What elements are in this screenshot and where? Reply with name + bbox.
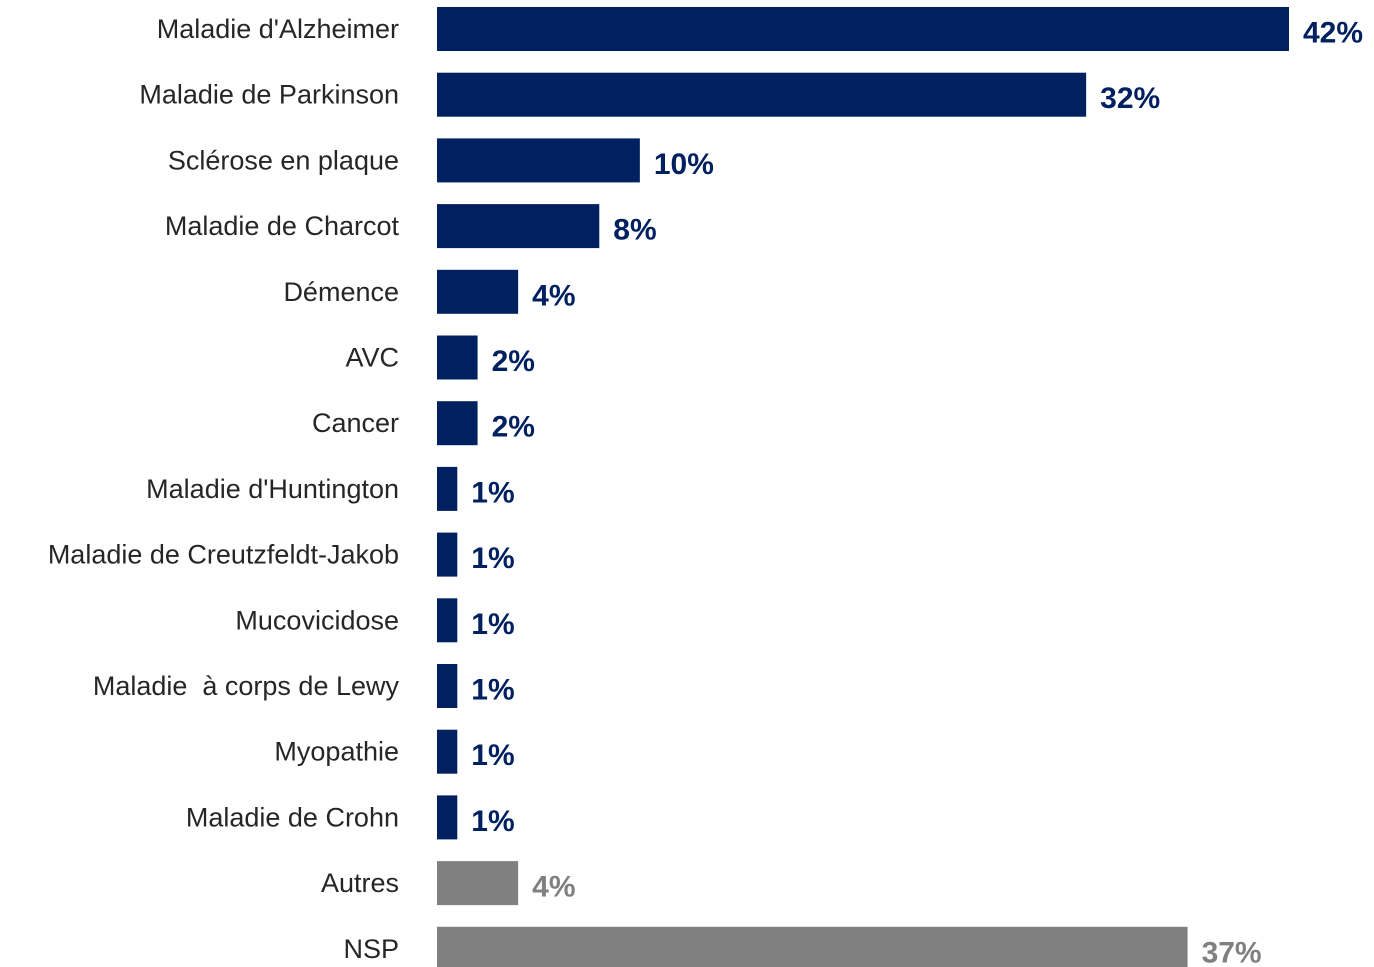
bar	[437, 664, 458, 708]
bar	[437, 598, 458, 643]
value-label: 10%	[654, 148, 714, 181]
value-labels: 42% 32% 10% 8% 4% 2% 2% 1% 1% 1% 1% 1% 1% 4% 37%	[471, 17, 1363, 967]
value-label: 1%	[471, 476, 514, 509]
bar	[437, 729, 458, 774]
category-labels: Maladie d'Alzheimer Maladie de Parkinson S…	[48, 14, 400, 964]
bars-layer	[437, 7, 1289, 967]
category-label: Myopathie	[274, 737, 399, 767]
category-label: Autres	[321, 868, 399, 898]
bar	[437, 204, 600, 249]
category-label: Maladie de Creutzfeldt-Jakob	[48, 540, 399, 570]
bar	[437, 466, 458, 511]
value-label: 1%	[471, 542, 514, 575]
category-label: Mucovicidose	[235, 605, 399, 635]
bar	[437, 401, 478, 446]
value-label: 1%	[471, 805, 514, 838]
category-label: NSP	[343, 934, 399, 964]
value-label: 4%	[532, 871, 575, 904]
value-label: 32%	[1100, 82, 1160, 115]
category-label: Maladie de Parkinson	[139, 80, 399, 110]
category-label: Maladie à corps de Lewy	[93, 671, 400, 701]
value-label: 42%	[1303, 17, 1363, 50]
category-label: Cancer	[312, 408, 399, 438]
category-label: AVC	[345, 343, 399, 373]
bar	[437, 138, 640, 183]
bar	[437, 269, 519, 314]
bar	[437, 861, 519, 906]
value-label: 1%	[471, 608, 514, 641]
bar	[437, 926, 1188, 967]
bar	[437, 72, 1087, 117]
value-label: 2%	[492, 411, 535, 444]
category-label: Maladie d'Huntington	[146, 474, 399, 504]
bar	[437, 335, 478, 380]
category-label: Sclérose en plaque	[168, 145, 399, 175]
category-label: Maladie d'Alzheimer	[157, 14, 399, 44]
category-label: Maladie de Charcot	[165, 211, 400, 241]
category-label: Démence	[283, 277, 399, 307]
value-label: 1%	[471, 674, 514, 707]
value-label: 37%	[1202, 936, 1262, 967]
bar	[437, 7, 1289, 51]
value-label: 4%	[532, 279, 575, 312]
category-label: Maladie de Crohn	[186, 802, 399, 832]
value-label: 1%	[471, 739, 514, 772]
bar	[437, 532, 458, 577]
bar	[437, 795, 458, 840]
value-label: 2%	[492, 345, 535, 378]
value-label: 8%	[613, 214, 656, 247]
